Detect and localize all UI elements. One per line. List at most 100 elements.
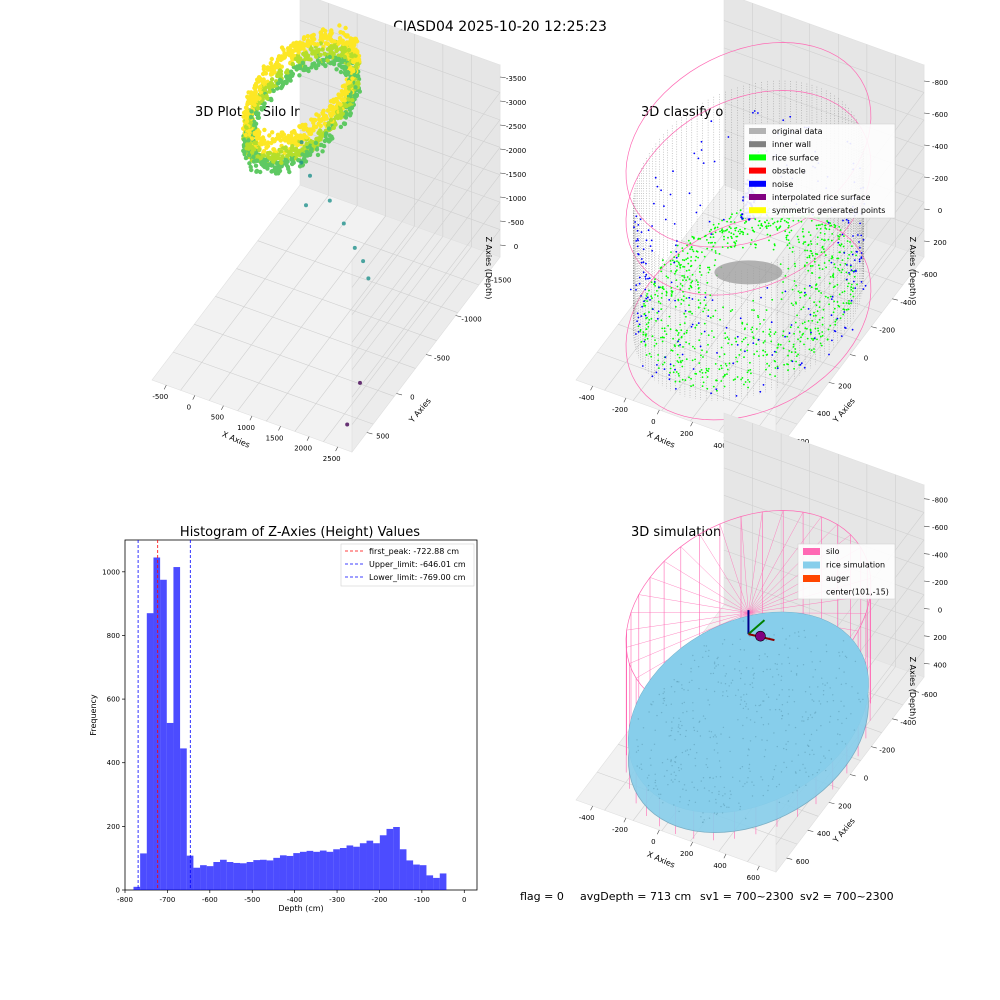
classify-z-axis-tick-mark [923,144,930,146]
rice-surface-point [689,242,692,245]
rice-texture-point [702,777,705,779]
rice-texture-point [712,672,715,675]
rice-surface-point [644,304,647,307]
noise-point [800,362,803,365]
rice-texture-point [784,644,786,646]
noise-point [704,296,707,299]
rice-surface-point [727,246,729,249]
raw-data-point [278,156,283,162]
rice-texture-point [707,655,710,657]
noise-point [637,239,639,242]
rice-texture-point [832,700,835,702]
noise-point [771,354,774,356]
classify-z-axis-tick-label: -400 [932,143,948,151]
rice-texture-point [808,686,811,688]
noise-point [699,345,702,348]
classify-y-axis-tick-mark [871,326,877,329]
rice-surface-point [769,331,772,333]
rice-texture-point [747,708,749,710]
rice-surface-point [829,222,832,225]
simulation-axis-arrow-y [747,619,766,635]
info-sv1: sv1 = 700~2300 [700,890,794,903]
rice-texture-point [678,717,680,719]
rice-texture-point [804,767,806,769]
simulation-silo-roof-line [638,594,749,613]
rice-surface-point [722,376,725,378]
rice-surface-point [685,315,687,318]
rice-texture-point [692,654,694,657]
noise-point [852,235,854,237]
rice-texture-point [778,708,781,711]
simulation-silo-roof-line [748,512,804,613]
rice-texture-point [739,767,741,770]
rice-surface-point [813,301,815,304]
classify-legend-swatch [749,167,766,174]
noise-point [636,312,639,315]
rice-surface-point [671,290,674,293]
noise-point [757,338,760,341]
rice-surface-point [707,334,710,337]
histogram-bar [359,843,367,890]
rice-surface-point [707,266,709,269]
rice-texture-point [739,805,742,808]
rice-surface-point [808,254,811,257]
noise-point [784,290,787,293]
rice-surface-point [774,375,776,377]
rice-surface-point [669,367,672,370]
rice-texture-point [794,726,797,729]
rice-surface-point [706,351,708,353]
rice-surface-point [806,261,808,264]
rice-surface-point [644,344,647,347]
rice-texture-point [700,780,702,782]
raw-grid-floor-x [266,225,415,422]
classify-grid-floor-y [597,351,798,425]
raw-x-axis-tick-label: 2500 [323,455,341,463]
raw-data-point [257,141,263,146]
rice-texture-point [820,761,822,764]
rice-surface-point [701,385,704,387]
rice-texture-point [728,685,730,687]
raw-data-point [249,101,255,106]
raw-data-point [349,53,354,59]
rice-surface-point [654,285,656,287]
rice-surface-point [746,323,748,326]
raw-y-axis-tick-mark [455,315,462,318]
classify-x-axis-label: X Axies [646,430,677,450]
rice-surface-point [838,244,841,246]
raw-y-axis-tick-label: -500 [434,355,450,363]
classify-grid-floor-y [639,296,840,369]
rice-surface-point [744,227,746,230]
rice-texture-point [722,695,724,697]
rice-surface-point [806,256,809,259]
rice-texture-point [829,715,832,718]
rice-texture-point [662,702,664,704]
raw-data-point [248,164,253,170]
rice-surface-point [746,349,749,352]
simulation-z-axis-tick-mark [923,580,930,582]
simulation-y-axis-tick-label: -200 [879,747,895,755]
rice-texture-point [820,746,822,748]
rice-surface-point [679,264,681,267]
rice-surface-point [712,315,715,318]
rice-surface-point [693,236,695,239]
rice-surface-point [839,229,842,231]
noise-point [864,284,867,287]
rice-surface-point [694,259,697,262]
histogram-bar [200,865,207,890]
rice-surface-point [714,309,717,312]
simulation-legend-label: center(101,-15) [826,588,889,597]
rice-texture-point [753,672,755,675]
raw-data-point [274,63,280,68]
noise-point [653,281,656,283]
rice-surface-point [679,323,682,326]
noise-point [843,252,846,254]
rice-texture-point [725,690,728,692]
rice-surface-point [678,338,680,341]
raw-data-point [289,72,294,77]
classify-legend-label: inner wall [772,140,811,149]
rice-surface-point [703,322,706,325]
rice-surface-point [734,227,736,230]
simulation-x-axis-tick-label: 0 [651,838,655,846]
rice-surface-point [680,298,683,301]
